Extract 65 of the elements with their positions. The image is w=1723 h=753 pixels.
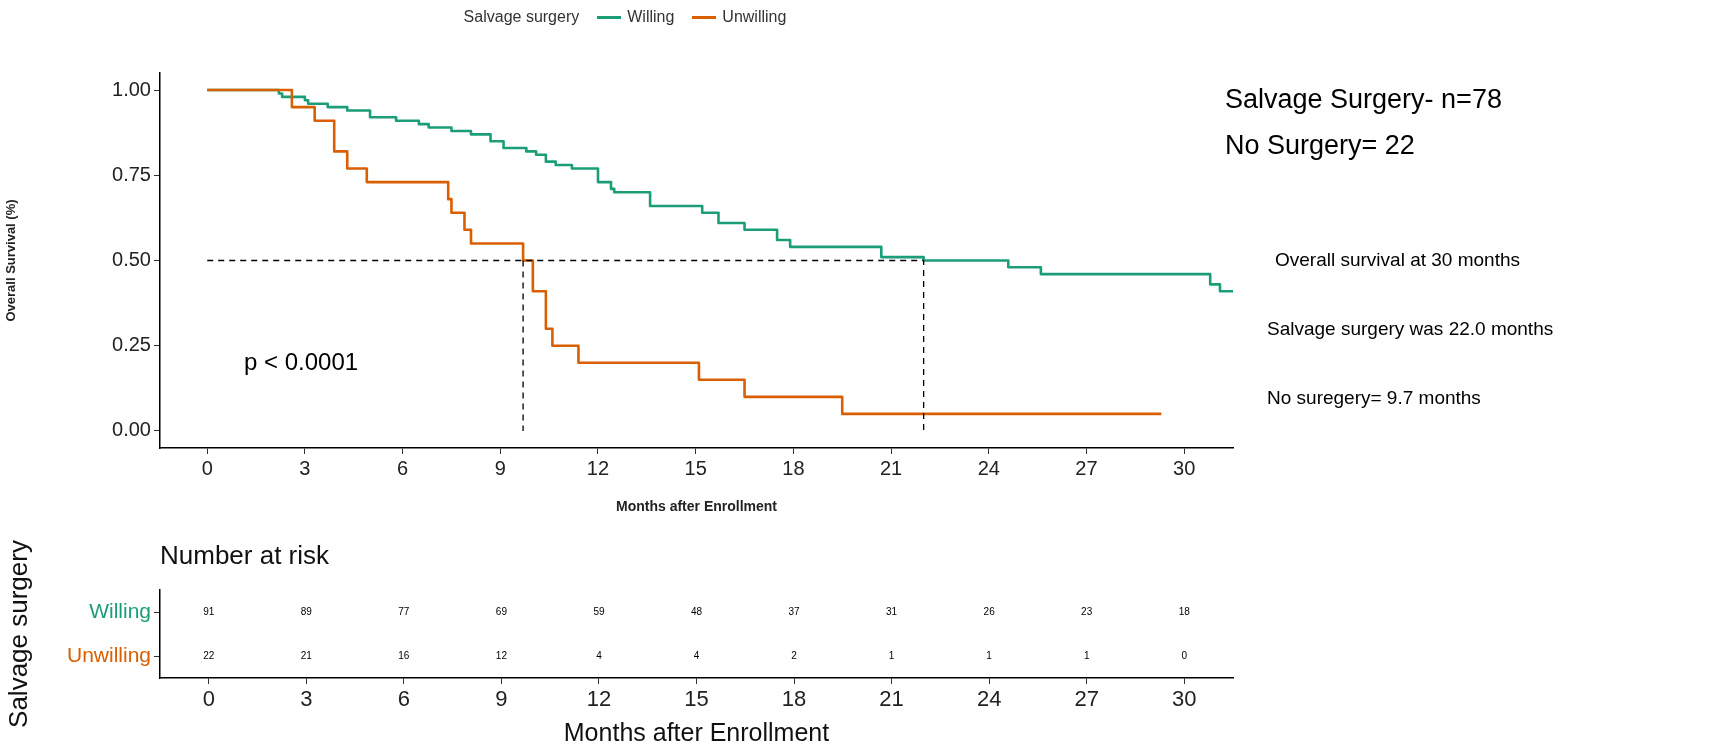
x-tick-label: 27 [1075,456,1098,479]
x-tick-label: 24 [976,686,1002,712]
text: Salvage surgery was 22.0 months [1267,318,1554,340]
y-tick-label: Unwilling [66,642,151,666]
y-axis-title: Salvage surgery [2,540,33,728]
data-label: 48 [690,605,703,617]
legend-label: Unwilling [722,8,787,26]
data-label: 59 [593,605,605,617]
y-tick-label: Willing [89,598,151,622]
x-tick-label: 15 [684,686,709,712]
annotation: Salvage Surgery- n=78 [1225,84,1502,115]
data-label: 26 [983,605,996,617]
data-label: 37 [788,605,801,617]
y-tick-label: 0.50 [112,248,151,271]
data-label: 0 [1181,649,1188,661]
x-tick-label: 21 [879,456,903,479]
data-label: 23 [1081,605,1093,617]
x-tick-label: 3 [299,456,311,479]
text: Overall survival at 30 months [1275,249,1520,271]
x-tick-label: 9 [494,456,506,479]
y-tick-label: 0.00 [112,418,151,441]
x-tick-label: 30 [1171,686,1197,712]
data-label: 18 [1178,605,1191,617]
data-label: 31 [886,605,898,617]
x-tick-label: 3 [300,686,313,712]
data-label: 12 [495,649,508,661]
x-tick-label: 12 [586,686,612,712]
x-tick-label: 18 [782,456,805,479]
x-tick-label: 24 [977,456,1000,479]
y-axis-title: Overall Survival (%) [3,199,19,322]
x-tick-label: 30 [1173,456,1196,479]
data-label: 22 [203,649,215,661]
x-tick-label: 18 [781,686,807,712]
y-tick-label: 0.25 [112,333,151,356]
x-tick-label: 0 [201,456,213,479]
data-label: 21 [300,649,313,661]
data-label: 1 [986,649,993,661]
data-label: 69 [495,605,508,617]
data-label: 91 [203,605,215,617]
x-tick-label: 6 [397,686,410,712]
data-label: 2 [791,649,798,661]
data-label: 77 [398,605,410,617]
data-label: 89 [300,605,313,617]
x-tick-label: 9 [495,686,508,712]
y-tick-label: 1.00 [112,77,151,100]
text: No suregery= 9.7 months [1267,387,1481,409]
annotation: No Surgery= 22 [1225,130,1415,161]
x-tick-label: 0 [202,686,215,712]
legend-title: Salvage surgery [463,8,580,26]
data-label: 16 [398,649,410,661]
chart-title: Number at risk [160,540,330,571]
data-label: 4 [596,649,603,661]
x-axis-title: Months after Enrollment [563,717,830,746]
annotation: p < 0.0001 [244,348,359,376]
x-tick-label: 6 [397,456,409,479]
x-tick-label: 21 [879,686,904,712]
data-label: 4 [693,649,700,661]
x-tick-label: 12 [586,456,610,479]
x-tick-label: 15 [684,456,707,479]
legend-label: Willing [627,8,675,26]
y-tick-label: 0.75 [112,162,151,185]
data-label: 1 [888,649,895,661]
data-label: 1 [1083,649,1090,661]
x-axis-title: Months after Enrollment [615,498,778,515]
x-tick-label: 27 [1074,686,1099,712]
